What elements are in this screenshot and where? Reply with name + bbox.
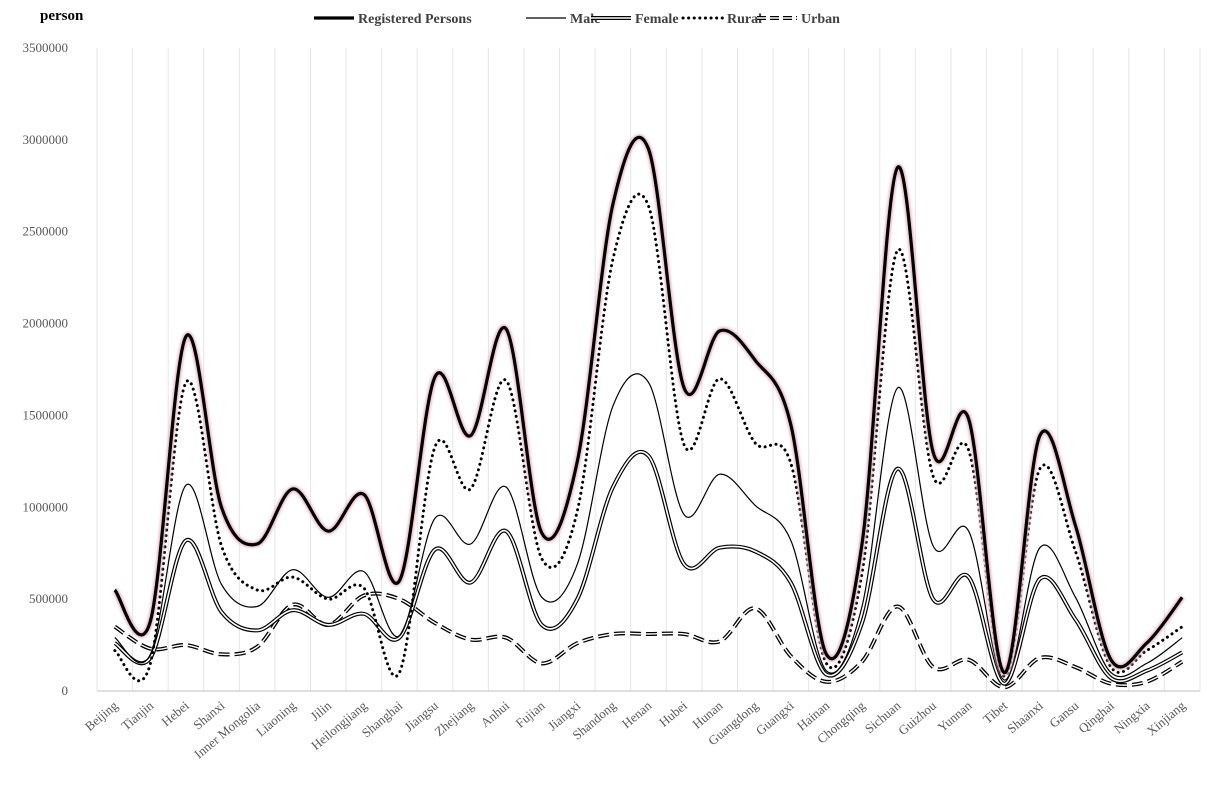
data-point [1181,625,1184,628]
x-tick-label: Xinjiang [1144,697,1189,738]
data-point [1003,686,1006,689]
x-tick-label: Yunnan [935,697,975,734]
legend-item: Rural [681,12,762,27]
y-tick-label: 500000 [29,591,68,606]
x-tick-label: Fujian [513,697,548,730]
legend-item: Urban [757,12,840,27]
y-tick-label: 1500000 [23,407,69,422]
legend-label: Female [635,12,679,27]
x-tick-label: Hubei [656,698,690,730]
data-point [184,644,187,647]
data-point [611,633,614,636]
y-tick-label: 3000000 [23,132,69,147]
x-tick-label: Henan [619,697,655,731]
legend-label: Registered Persons [358,12,472,27]
series-female [113,449,1184,686]
series-line [113,135,1184,675]
series-lines [112,134,1185,690]
gridlines [96,48,1201,691]
series-line [114,373,1183,681]
y-axis-ticks: 0 500000 1000000 1500000 2000000 2500000 30000… [23,40,69,698]
x-tick-label: Guangxi [753,698,797,739]
y-tick-label: 3500000 [23,40,69,55]
x-tick-label: Liaoning [253,697,299,739]
y-tick-label: 0 [62,683,69,698]
x-tick-label: Shaanxi [1004,698,1046,737]
x-tick-label: Hebei [158,698,192,730]
y-unit-label: person [40,8,84,24]
data-point [754,607,757,610]
legend-item: Male [526,12,600,27]
data-point [398,598,401,601]
data-point [327,598,330,601]
legend-item: Registered Persons [314,12,472,27]
y-tick-label: 1000000 [23,499,69,514]
series-line-inner [114,451,1183,685]
x-tick-label: Anhui [478,698,513,731]
x-tick-label: Guizhou [895,697,939,738]
legend-label: Male [570,12,600,27]
series-rural [113,192,1184,683]
x-tick-label: Zhejiang [431,697,476,739]
series-urban [113,591,1184,690]
legend-label: Rural [727,12,762,27]
x-tick-label: Qinghai [1075,698,1117,737]
series-male [114,373,1183,681]
x-tick-label: Beijing [82,697,121,733]
series-line-inner [114,592,1183,689]
legend-item: Female [591,12,679,27]
x-tick-label: Jilin [307,697,334,723]
legend-label: Urban [801,12,840,27]
data-point [1038,656,1041,659]
data-point [1145,680,1148,683]
y-tick-label: 2000000 [23,316,69,331]
series-registered-persons [112,134,1185,676]
y-tick-label: 2500000 [23,224,69,239]
legend: Registered Persons Male Female Rural Urban [314,12,840,27]
x-tick-label: Shanghai [359,698,406,741]
x-tick-label: Tianjin [118,697,156,733]
